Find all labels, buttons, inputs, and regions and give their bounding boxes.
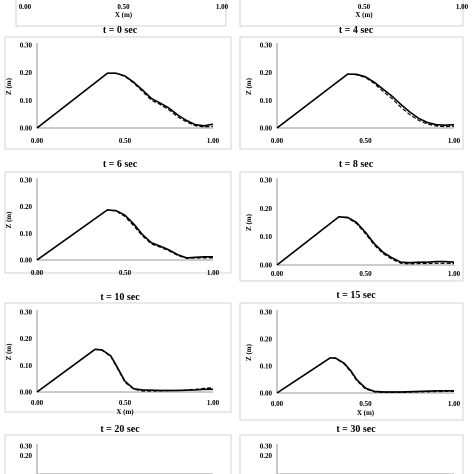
y-tick-label-7: 0.10	[260, 363, 273, 371]
y-axis-label-2: Z (m)	[5, 77, 13, 95]
panel-frame-8	[4, 434, 232, 474]
x-tick-label-6: 1.00	[207, 399, 220, 407]
y-tick-label-7: 0.30	[260, 309, 273, 317]
y-axis-label-6: Z (m)	[5, 343, 13, 361]
x-tick-label-7: 1.00	[448, 400, 461, 408]
y-tick-label-5: 0.30	[260, 177, 273, 185]
y-tick-label-6: 0.00	[20, 389, 33, 397]
y-tick-label-2: 0.10	[20, 97, 33, 105]
panel-title-8: t = 20 sec	[100, 424, 140, 435]
x-tick-label-0: 0.50	[117, 3, 130, 11]
panel-frame-0	[15, 0, 227, 27]
x-tick-label-6: 0.00	[31, 399, 44, 407]
y-tick-label-7: 0.20	[260, 336, 273, 344]
y-tick-label-5: 0.20	[260, 205, 273, 213]
x-tick-label-5: 0.00	[271, 270, 284, 278]
panel-frame-9	[239, 434, 464, 474]
x-axis-label-7: X (m)	[357, 409, 375, 417]
dashed-profile-line-4	[36, 209, 213, 261]
y-tick-label-5: 0.10	[260, 233, 273, 241]
x-tick-label-2: 0.50	[119, 137, 132, 145]
dashed-profile-line-2	[36, 72, 214, 129]
panel-title-2: t = 0 sec	[103, 25, 138, 36]
dashed-profile-line-3	[276, 73, 455, 129]
x-tick-label-1: 0.50	[358, 3, 371, 11]
panel-frame-1	[239, 0, 464, 27]
y-tick-label-6: 0.10	[20, 362, 33, 370]
y-tick-label-4: 0.00	[20, 257, 33, 265]
solid-profile-line-5	[276, 216, 455, 266]
x-axis-label-0: X (m)	[115, 11, 133, 19]
x-tick-label-3: 0.00	[271, 137, 284, 145]
x-tick-label-0: 0.00	[19, 3, 32, 11]
panel-title-3: t = 4 sec	[339, 25, 374, 36]
y-tick-label-7: 0.00	[260, 390, 273, 398]
panel-title-4: t = 6 sec	[103, 159, 138, 170]
x-tick-label-7: 0.00	[271, 400, 284, 408]
x-axis-label-6: X (m)	[116, 408, 134, 416]
y-tick-label-2: 0.00	[20, 125, 33, 133]
y-tick-label-9: 0.20	[260, 452, 273, 460]
x-tick-label-2: 1.00	[207, 137, 220, 145]
y-tick-label-3: 0.10	[260, 97, 273, 105]
panel-title-9: t = 30 sec	[336, 424, 376, 435]
panel-title-7: t = 15 sec	[336, 290, 376, 301]
x-tick-label-5: 0.50	[359, 270, 372, 278]
y-axis-label-3: Z (m)	[245, 77, 253, 95]
x-tick-label-3: 1.00	[448, 137, 461, 145]
y-tick-label-3: 0.20	[260, 69, 273, 77]
y-tick-label-6: 0.20	[20, 335, 33, 343]
y-axis-label-5: Z (m)	[245, 213, 253, 231]
y-tick-label-4: 0.20	[20, 203, 33, 211]
x-tick-label-4: 0.50	[119, 269, 132, 277]
x-axis-label-1: X (m)	[355, 11, 373, 19]
x-tick-label-4: 0.00	[31, 269, 44, 277]
y-axis-label-4: Z (m)	[5, 211, 13, 229]
y-tick-label-8: 0.30	[20, 443, 33, 451]
x-tick-label-2: 0.00	[31, 137, 44, 145]
x-tick-label-7: 0.50	[359, 400, 372, 408]
panel-frame-2	[4, 36, 232, 150]
y-tick-label-2: 0.30	[20, 42, 33, 50]
x-tick-label-5: 1.00	[448, 270, 461, 278]
dashed-profile-line-7	[276, 357, 455, 394]
y-tick-label-3: 0.30	[260, 42, 273, 50]
dashed-profile-line-6	[36, 348, 214, 393]
solid-profile-line-3	[276, 73, 455, 129]
y-tick-label-8: 0.20	[20, 452, 33, 460]
x-tick-label-4: 1.00	[207, 269, 220, 277]
y-tick-label-9: 0.30	[260, 443, 273, 451]
dashed-profile-line-5	[276, 216, 455, 266]
y-tick-label-3: 0.00	[260, 125, 273, 133]
panel-frame-6	[4, 302, 232, 413]
x-tick-label-6: 0.50	[119, 399, 132, 407]
x-tick-label-3: 0.50	[359, 137, 372, 145]
y-tick-label-2: 0.20	[20, 69, 33, 77]
y-axis-label-7: Z (m)	[245, 343, 253, 361]
y-tick-label-6: 0.30	[20, 309, 33, 317]
x-tick-label-0: 1.00	[216, 3, 229, 11]
panel-frame-3	[239, 36, 464, 150]
panel-title-5: t = 8 sec	[339, 159, 374, 170]
y-tick-label-4: 0.30	[20, 177, 33, 185]
y-tick-label-5: 0.00	[260, 262, 273, 270]
panel-title-6: t = 10 sec	[100, 292, 140, 303]
x-tick-label-1: 1.00	[456, 3, 469, 11]
y-tick-label-4: 0.10	[20, 230, 33, 238]
